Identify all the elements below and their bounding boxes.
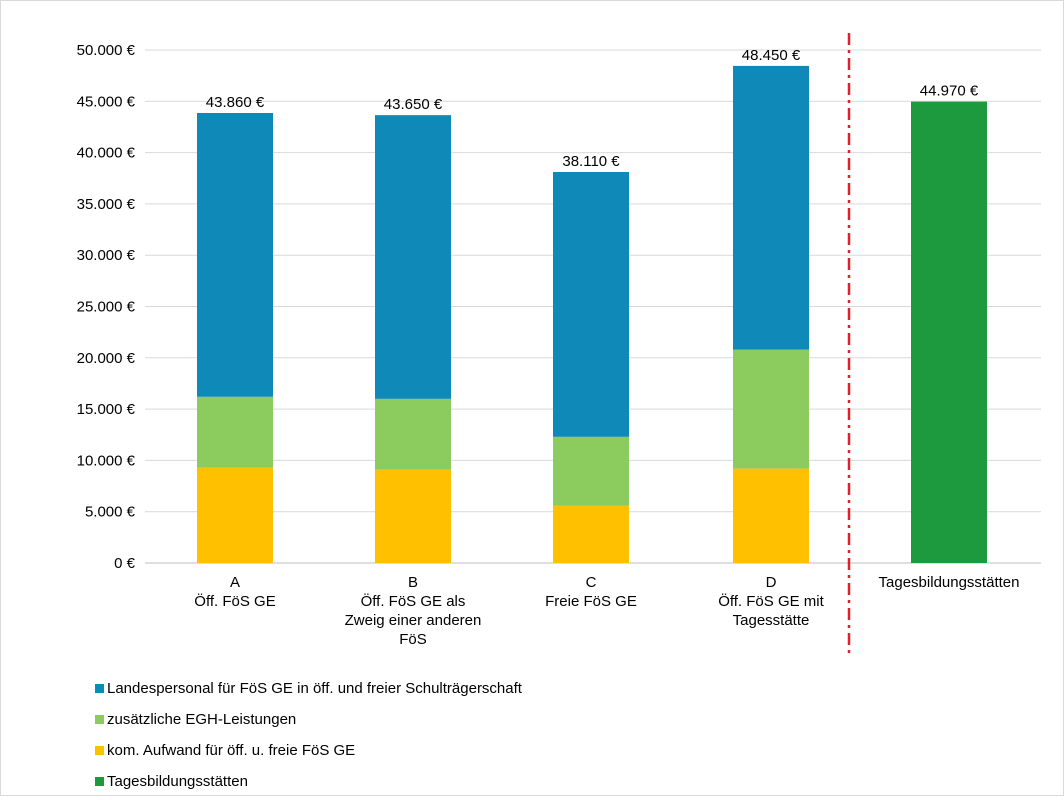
bar-segment <box>733 349 809 469</box>
y-tick-label: 25.000 € <box>77 299 136 316</box>
bars <box>197 65 987 564</box>
legend-label: Tagesbildungsstätten <box>107 773 248 790</box>
legend-item: Tagesbildungsstätten <box>95 766 522 797</box>
y-tick-label: 5.000 € <box>85 504 136 521</box>
x-tick-label: Öff. FöS GE <box>194 592 275 610</box>
bar-segment <box>733 65 809 350</box>
x-tick-label: A <box>230 574 240 591</box>
total-label: 44.970 € <box>920 83 979 100</box>
legend-swatch <box>95 715 104 724</box>
x-tick-label: B <box>408 574 418 591</box>
x-tick-label: Tagesbildungsstätten <box>879 574 1020 591</box>
legend-swatch <box>95 684 104 693</box>
bar-segment <box>553 436 629 506</box>
bar-segment <box>375 398 451 470</box>
y-tick-label: 40.000 € <box>77 145 136 162</box>
y-tick-label: 15.000 € <box>77 401 136 418</box>
x-tick-label: FöS <box>399 631 427 648</box>
bar-segment <box>375 115 451 399</box>
legend-label: zusätzliche EGH-Leistungen <box>107 711 297 728</box>
bar-segment <box>375 469 451 563</box>
x-tick-label: Öff. FöS GE mit <box>718 592 824 610</box>
bar-segment <box>553 505 629 563</box>
total-label: 43.650 € <box>384 96 443 113</box>
y-tick-label: 10.000 € <box>77 452 136 469</box>
x-tick-label: Zweig einer anderen <box>345 612 482 629</box>
y-tick-label: 35.000 € <box>77 196 136 213</box>
y-tick-label: 50.000 € <box>77 42 136 59</box>
legend-label: Landespersonal für FöS GE in öff. und fr… <box>107 680 522 697</box>
x-tick-label: D <box>766 574 777 591</box>
x-tick-label: C <box>586 574 597 591</box>
legend: Landespersonal für FöS GE in öff. und fr… <box>95 673 522 797</box>
bar-segment <box>197 112 273 397</box>
total-label: 43.860 € <box>206 94 265 111</box>
y-tick-label: 0 € <box>114 555 136 572</box>
total-label: 38.110 € <box>562 153 620 170</box>
y-axis-ticks: 0 € 5.000 € 10.000 € 15.000 € 20.000 € 25.000… <box>77 42 136 572</box>
y-tick-label: 30.000 € <box>77 247 136 264</box>
legend-item: Landespersonal für FöS GE in öff. und fr… <box>95 673 522 704</box>
x-tick-label: Öff. FöS GE als <box>361 592 466 610</box>
total-label: 48.450 € <box>742 47 801 64</box>
total-labels: 43.860 € 43.650 € 38.110 € 48.450 € 44.970 € <box>206 47 979 170</box>
y-tick-label: 45.000 € <box>77 93 136 110</box>
bar-segment <box>553 171 629 437</box>
legend-item: zusätzliche EGH-Leistungen <box>95 704 522 735</box>
legend-item: kom. Aufwand für öff. u. freie FöS GE <box>95 735 522 766</box>
legend-label: kom. Aufwand für öff. u. freie FöS GE <box>107 742 356 759</box>
bar-segment <box>733 468 809 563</box>
bar-segment <box>197 467 273 563</box>
legend-swatch <box>95 777 104 786</box>
y-tick-label: 20.000 € <box>77 350 136 367</box>
x-tick-label: Freie FöS GE <box>545 593 637 610</box>
x-tick-label: Tagesstätte <box>733 612 810 629</box>
bar-segment <box>911 101 987 564</box>
legend-swatch <box>95 746 104 755</box>
bar-segment <box>197 396 273 468</box>
